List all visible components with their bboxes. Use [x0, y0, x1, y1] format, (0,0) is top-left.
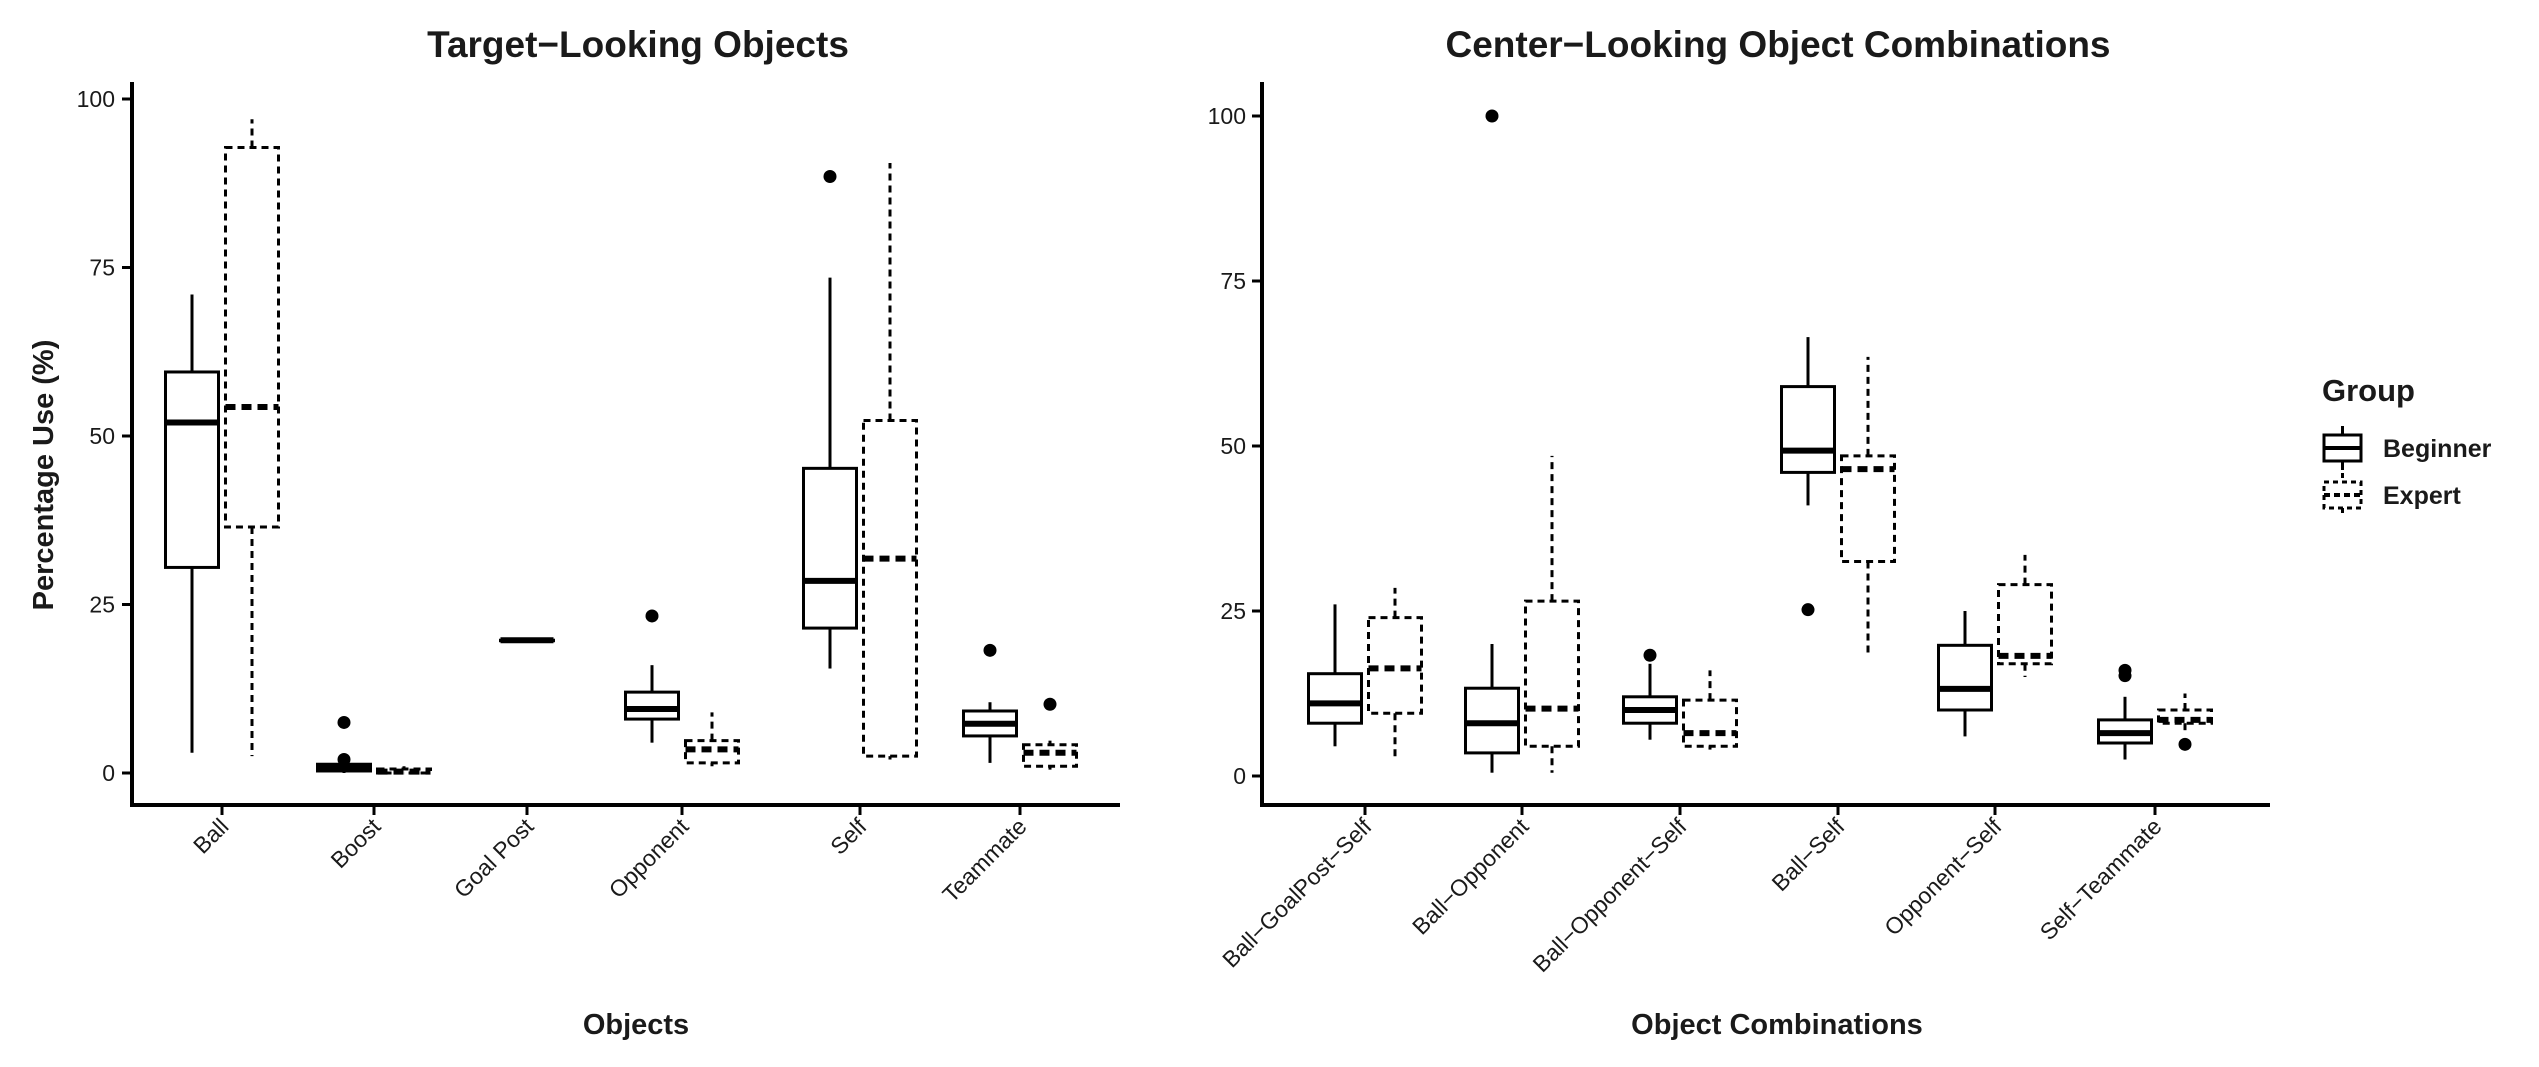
iqr-box	[802, 466, 858, 630]
iqr-box	[862, 418, 918, 758]
outlier-point	[337, 715, 351, 729]
beginner-box	[1937, 611, 1993, 737]
outlier-point	[645, 609, 659, 623]
y-tick-label: 0	[1233, 763, 1246, 789]
outlier-point	[2178, 737, 2192, 751]
beginner-box	[802, 170, 858, 669]
outlier-point	[823, 170, 837, 184]
x-axis-title: Object Combinations	[1631, 1009, 1923, 1041]
iqr-box	[1840, 454, 1896, 563]
expert-box	[1367, 587, 1423, 757]
target-looking-panel: Target−Looking Objects Percentage Use (%…	[28, 24, 1120, 1041]
outlier-point	[1485, 109, 1499, 123]
beginner-box	[1464, 109, 1520, 773]
iqr-box	[1937, 643, 1993, 712]
outlier-point	[1801, 603, 1815, 617]
y-tick-label: 100	[1208, 103, 1246, 129]
legend-items: Beginner Expert	[2322, 426, 2492, 517]
iqr-box	[1307, 672, 1363, 725]
expert-box	[862, 163, 918, 760]
y-tick-label: 0	[102, 760, 115, 786]
beginner-box	[1307, 604, 1363, 747]
legend: Group Beginner Expert	[2322, 373, 2492, 517]
expert-box	[1997, 554, 2053, 677]
iqr-box	[624, 690, 680, 721]
x-axis-title: Objects	[583, 1009, 689, 1041]
x-tick-label: Self	[825, 813, 872, 860]
x-tick-label: Opponent	[604, 813, 694, 903]
chart-title: Center−Looking Object Combinations	[1445, 24, 2110, 65]
iqr-box	[2157, 708, 2213, 725]
y-tick-label: 75	[1220, 268, 1246, 294]
x-tick-label: Teammate	[937, 813, 1031, 907]
expert-box	[376, 766, 432, 775]
legend-key-expert	[2322, 473, 2363, 517]
x-tick-label: Ball−Self	[1767, 813, 1850, 896]
legend-key-beginner	[2322, 426, 2363, 470]
beginner-box	[1622, 648, 1678, 740]
expert-box	[1022, 697, 1078, 770]
legend-label: Expert	[2383, 482, 2461, 510]
outlier-point	[1643, 648, 1657, 662]
iqr-box	[1682, 698, 1738, 748]
y-tick-label: 50	[89, 423, 115, 449]
expert-box	[224, 119, 280, 757]
x-tick-label: Opponent−Self	[1879, 813, 2007, 941]
x-tick-label: Goal Post	[449, 813, 539, 903]
y-axis-title: Percentage Use (%)	[28, 340, 60, 611]
y-tick-label: 100	[77, 86, 115, 112]
x-tick-label: Ball−Opponent	[1407, 813, 1534, 940]
x-tick-label: Boost	[326, 813, 386, 873]
beginner-box	[962, 643, 1018, 763]
outlier-point	[2118, 669, 2132, 683]
beginner-box	[316, 715, 372, 773]
beginner-box	[499, 637, 555, 644]
chart-title: Target−Looking Objects	[427, 24, 849, 65]
plot-area: 0 25 50 75 100 Ball Boost Goal Post Opponent Self…	[77, 82, 1120, 907]
outlier-point	[337, 753, 351, 767]
expert-box	[684, 712, 740, 767]
legend-title: Group	[2322, 373, 2415, 408]
outlier-point	[983, 643, 997, 657]
x-tick-label: Ball	[188, 813, 234, 859]
iqr-box	[224, 146, 280, 529]
y-tick-label: 75	[89, 255, 115, 281]
legend-label: Beginner	[2383, 435, 2492, 463]
y-tick-label: 50	[1220, 433, 1246, 459]
iqr-box	[1780, 385, 1836, 474]
expert-box	[2157, 693, 2213, 751]
x-tick-label: Self−Teammate	[2035, 813, 2167, 945]
expert-box	[1524, 455, 1580, 773]
expert-box	[1840, 356, 1896, 658]
center-looking-panel: Center−Looking Object Combinations Objec…	[1208, 24, 2270, 1041]
beginner-box	[624, 609, 680, 743]
beginner-box	[164, 294, 220, 753]
expert-box	[1682, 670, 1738, 750]
y-tick-label: 25	[1220, 598, 1246, 624]
iqr-box	[1997, 583, 2053, 666]
x-tick-label: Ball−GoalPost−Self	[1217, 813, 1377, 973]
beginner-box	[2097, 663, 2153, 760]
y-tick-label: 25	[89, 592, 115, 618]
beginner-box	[1780, 337, 1836, 617]
outlier-point	[1043, 697, 1057, 711]
x-tick-label: Ball−Opponent−Self	[1528, 813, 1692, 977]
iqr-box	[1524, 599, 1580, 748]
iqr-box	[164, 370, 220, 569]
